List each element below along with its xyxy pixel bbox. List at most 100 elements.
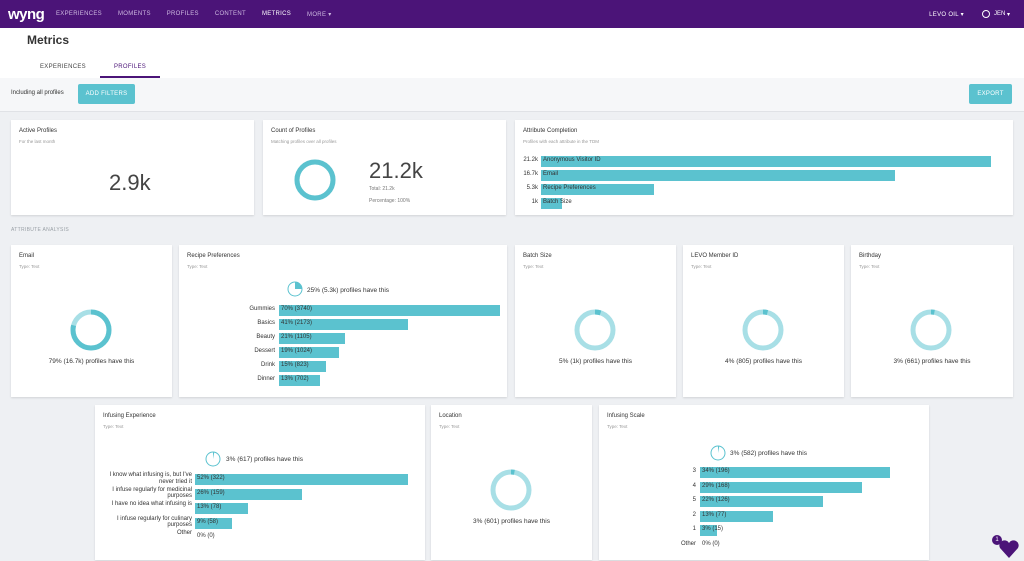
bar-category: 1 [692, 526, 696, 532]
tab-experiences[interactable]: EXPERIENCES [40, 64, 86, 70]
bar-fill [195, 503, 249, 514]
tab-profiles[interactable]: PROFILES [99, 61, 161, 78]
card-title: LEVO Member ID [691, 253, 739, 259]
completion-label: Batch Size [543, 199, 572, 205]
bar-value: 15% (823) [281, 362, 309, 368]
nav-content[interactable]: CONTENT [214, 10, 246, 17]
card-title: Active Profiles [19, 128, 58, 134]
completion-label: Recipe Preferences [543, 185, 596, 191]
active-profiles-value: 2.9k [109, 170, 151, 195]
bar-fill [279, 305, 500, 316]
email-card: Email Type: Text 79% (16.7k) profiles ha… [11, 245, 172, 397]
heart-icon [999, 540, 1019, 558]
card-title: Infusing Experience [103, 413, 156, 419]
completion-bar [541, 184, 654, 195]
card-title: Batch Size [523, 253, 552, 259]
card-type: Type: Text [691, 264, 712, 269]
card-type: Type: Text [187, 264, 208, 269]
bar-category: I infuse regularly for culinary purposes [116, 515, 192, 529]
bar-category: Drink [260, 362, 275, 368]
nav-experiences[interactable]: EXPERIENCES [56, 10, 102, 17]
top-nav: wyng EXPERIENCES MOMENTS PROFILES CONTEN… [0, 0, 1024, 28]
recipe-pie [287, 281, 303, 297]
bar-category: 2 [692, 511, 696, 518]
email-donut [70, 309, 112, 351]
bar-category: 5 [692, 497, 696, 503]
donut-track [574, 309, 616, 351]
chevron-down-icon: ▾ [960, 11, 964, 18]
completion-bar [541, 198, 563, 209]
user-menu[interactable]: JEN ▾ [981, 10, 1010, 18]
notification-badge: 1 [992, 535, 1002, 545]
card-title: Recipe Preferences [187, 253, 240, 259]
batch-coverage: 5% (1k) profiles have this [559, 358, 632, 365]
donut-fill [490, 469, 532, 511]
bar-category: Dinner [257, 376, 275, 382]
bar-value: 52% (322) [197, 475, 225, 481]
bar-category: Other [176, 530, 192, 536]
card-title: Birthday [859, 253, 882, 259]
donut-fill [294, 159, 336, 201]
nav-more[interactable]: MORE ▾ [307, 11, 331, 18]
attribute-completion-card: Attribute Completion Profiles with each … [515, 120, 1013, 215]
bar-value: 41% (2173) [281, 320, 313, 326]
card-type: Type: Text [439, 424, 460, 429]
bar-category: I have no idea what infusing is [111, 501, 192, 507]
scale-pie [710, 445, 726, 461]
wyng-logo[interactable]: wyng [8, 5, 45, 23]
card-subtitle: Matching profiles over all profiles [271, 139, 337, 144]
bar-fill [700, 467, 891, 478]
active-profiles-card: Active Profiles For the last month 2.9k [11, 120, 254, 215]
bar-category: Basics [257, 320, 275, 326]
bar-category: 3 [692, 468, 696, 474]
bar-category: I know what infusing is, but I've never … [109, 472, 192, 485]
section-title: ATTRIBUTE ANALYSIS [11, 227, 70, 233]
bar-value: 13% (702) [281, 376, 309, 382]
bar-fill [279, 319, 409, 330]
bar-fill [195, 488, 302, 500]
count-total: Total: 21.2k [369, 186, 395, 192]
org-selector[interactable]: LEVO OIL ▾ [929, 11, 964, 18]
user-icon [981, 10, 990, 18]
bar-value: 26% (159) [197, 489, 225, 496]
email-coverage: 79% (16.7k) profiles have this [48, 358, 135, 365]
location-coverage: 3% (601) profiles have this [473, 518, 550, 525]
bar-value: 34% (196) [702, 468, 730, 474]
completion-count: 1k [531, 199, 538, 205]
help-widget[interactable]: 1 [992, 535, 1020, 559]
location-donut [490, 469, 532, 511]
batch-size-card: Batch Size Type: Text 5% (1k) profiles h… [515, 245, 676, 397]
bar-category: Gummies [249, 306, 275, 312]
bar-fill [195, 474, 409, 485]
export-button[interactable]: EXPORT [969, 84, 1012, 104]
bar-value: 70% (3740) [281, 306, 313, 312]
add-filters-button[interactable]: ADD FILTERS [78, 84, 135, 104]
nav-moments[interactable]: MOMENTS [117, 10, 151, 17]
chevron-down-icon: ▾ [328, 11, 332, 18]
nav-metrics[interactable]: METRICS [261, 10, 292, 17]
donut-track [910, 309, 952, 351]
completion-count: 5.3k [526, 185, 538, 191]
location-card: Location Type: Text 3% (601) profiles ha… [431, 405, 592, 560]
bar-value: 21% (1105) [281, 334, 312, 340]
bar-fill [279, 347, 339, 358]
donut-track [742, 309, 784, 351]
levo-donut [742, 309, 784, 351]
top-right-menu: LEVO OIL ▾ JEN ▾ [929, 0, 1010, 28]
filter-summary: Including all profiles [11, 90, 64, 96]
count-donut [294, 159, 336, 201]
bar-value: 29% (168) [702, 482, 730, 489]
donut-fill [70, 309, 112, 351]
infusing-experience-card: Infusing Experience Type: Text 3% (617) … [95, 405, 425, 560]
pie-fill [295, 282, 302, 289]
nav-profiles[interactable]: PROFILES [166, 10, 199, 17]
card-type: Type: Text [19, 264, 40, 269]
bar-value: 3% (15) [702, 526, 724, 532]
bar-value: 13% (77) [702, 511, 727, 518]
card-type: Type: Text [859, 264, 880, 269]
page-header: Metrics EXPERIENCES PROFILES [0, 28, 1024, 78]
card-type: Type: Text [103, 424, 124, 429]
pie-fill [213, 452, 215, 459]
bar-category: I infuse regularly for medicinal purpose… [112, 486, 192, 500]
page-title: Metrics [27, 33, 70, 47]
